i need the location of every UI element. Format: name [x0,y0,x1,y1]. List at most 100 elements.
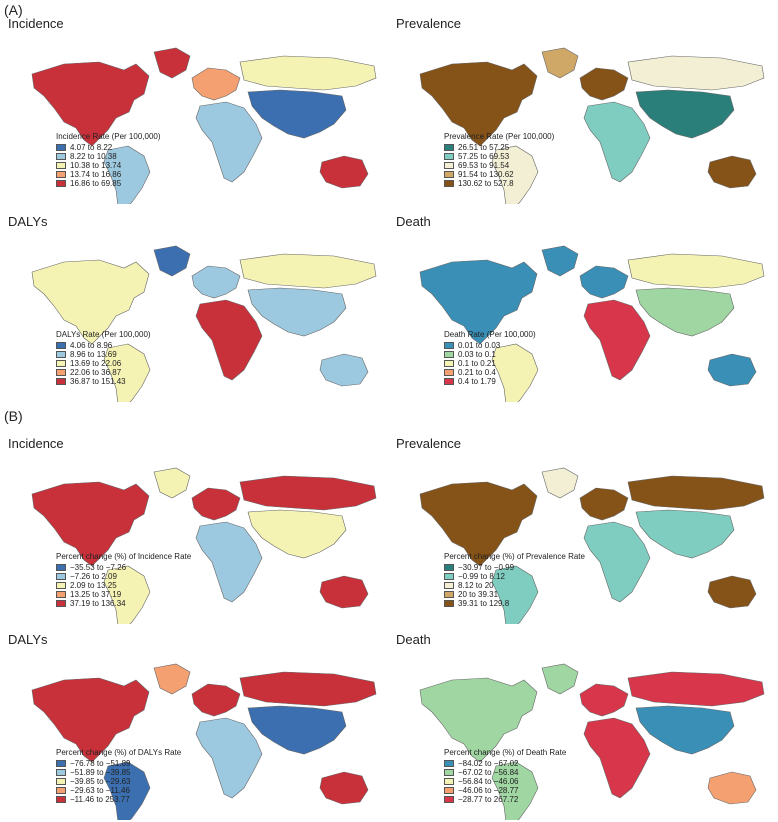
legend-item: 0.21 to 0.4 [444,368,536,377]
legend-title: DALYs Rate (Per 100,000) [56,330,151,339]
panel-title: DALYs [8,632,48,647]
legend-swatch [56,564,66,571]
legend-label: 39.31 to 129.8 [458,599,510,608]
world-map [419,467,765,624]
region-northamerica [31,259,150,345]
legend-swatch [56,351,66,358]
region-russia [627,671,765,707]
legend-item: 26.51 to 57.25 [444,143,554,152]
legend-item: −84.02 to −67.02 [444,759,566,768]
legend-swatch [56,778,66,785]
legend-label: 8.22 to 10.38 [70,152,117,161]
map-panel: Incidence Incidence Rate (Per 100,000) 4.0… [4,16,384,206]
region-greenland [153,467,191,499]
legend-item: −11.46 to 253.77 [56,795,181,804]
legend-label: −51.89 to −39.85 [70,768,131,777]
legend-label: −30.97 to −0.99 [458,563,515,572]
region-europe [579,265,629,299]
legend-label: 22.06 to 36.87 [70,368,122,377]
legend-label: 8.96 to 13.69 [70,350,117,359]
map-panel: Death Death Rate (Per 100,000) 0.01 to 0.0… [392,214,772,404]
legend-item: −28.77 to 267.72 [444,795,566,804]
legend-swatch [56,787,66,794]
legend-swatch [56,769,66,776]
legend-item: 13.25 to 37.19 [56,590,191,599]
legend-item: 4.07 to 8.22 [56,143,161,152]
region-africa [583,299,651,381]
legend-item: 20 to 39.31 [444,590,585,599]
legend-item: −76.78 to −51.89 [56,759,181,768]
region-asia [247,705,347,755]
legend-label: 20 to 39.31 [458,590,499,599]
region-australia [319,353,369,387]
legend-label: 2.09 to 13.25 [70,581,117,590]
legend-swatch [444,180,454,187]
legend-swatch [56,600,66,607]
legend-label: 57.25 to 69.53 [458,152,510,161]
legend-label: 0.21 to 0.4 [458,368,496,377]
region-asia [635,509,735,559]
legend-swatch [56,369,66,376]
legend: Percent change (%) of Prevalence Rate −30… [444,552,585,608]
legend-item: 4.06 to 8.96 [56,341,151,350]
legend-item: −67.02 to −56.84 [444,768,566,777]
world-map [419,663,765,820]
legend-label: 16.86 to 69.85 [70,179,122,188]
legend-label: 13.74 to 16.86 [70,170,122,179]
legend-label: 4.06 to 8.96 [70,341,113,350]
legend-swatch [444,369,454,376]
region-asia [247,89,347,139]
legend-item: 0.03 to 0.1 [444,350,536,359]
section-label-b: (B) [4,408,23,424]
region-greenland [541,47,579,79]
legend-swatch [444,153,454,160]
region-asia [635,89,735,139]
legend-swatch [444,591,454,598]
map-panel: Death Percent change (%) of Death Rate −84… [392,632,772,822]
region-australia [707,353,757,387]
legend-swatch [444,796,454,803]
region-australia [707,771,757,805]
panel-title: Incidence [8,16,64,31]
legend-swatch [444,144,454,151]
legend-item: 13.74 to 16.86 [56,170,161,179]
legend-swatch [56,582,66,589]
region-greenland [153,663,191,695]
legend-label: −11.46 to 253.77 [70,795,130,804]
legend-label: 69.53 to 91.54 [458,161,510,170]
legend-swatch [444,582,454,589]
legend-swatch [444,600,454,607]
region-russia [239,55,377,91]
region-africa [195,521,263,603]
panel-title: Prevalence [396,16,462,31]
legend-item: 39.31 to 129.8 [444,599,585,608]
legend-swatch [444,351,454,358]
legend-swatch [56,162,66,169]
region-africa [583,717,651,799]
legend: Prevalence Rate (Per 100,000) 26.51 to 57… [444,132,554,188]
legend-label: −76.78 to −51.89 [70,759,131,768]
region-asia [247,509,347,559]
legend-item: 57.25 to 69.53 [444,152,554,161]
legend-item: 22.06 to 36.87 [56,368,151,377]
world-map [31,47,377,204]
legend-swatch [444,787,454,794]
legend-swatch [56,360,66,367]
world-map [31,663,377,820]
legend-item: −29.63 to −11.46 [56,786,181,795]
region-europe [579,487,629,521]
legend-item: −51.89 to −39.85 [56,768,181,777]
legend-item: 2.09 to 13.25 [56,581,191,590]
region-northamerica [31,61,150,147]
region-africa [195,717,263,799]
legend-item: 69.53 to 91.54 [444,161,554,170]
legend-swatch [56,591,66,598]
legend-label: −28.77 to 267.72 [458,795,519,804]
region-asia [635,705,735,755]
panel-title: Death [396,214,431,229]
legend-swatch [56,144,66,151]
region-europe [579,683,629,717]
legend-label: −0.99 to 8.12 [458,572,505,581]
region-europe [191,487,241,521]
legend-label: 4.07 to 8.22 [70,143,113,152]
